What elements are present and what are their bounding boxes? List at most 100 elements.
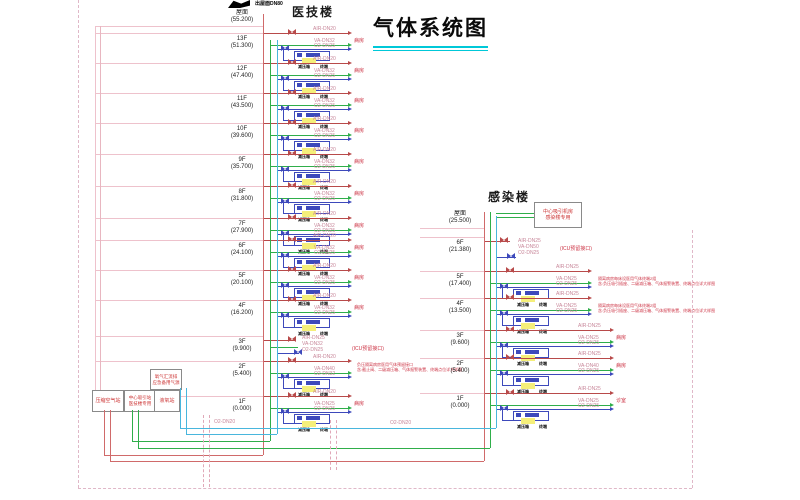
floor-elevation: (9.900) bbox=[232, 345, 252, 352]
component-box bbox=[516, 291, 521, 295]
component-box bbox=[297, 381, 302, 385]
floor-label: 5F (20.100) bbox=[220, 273, 264, 286]
component-label: 减压箱 bbox=[298, 301, 310, 306]
pipe-line bbox=[496, 287, 588, 288]
pipe-label: O2-DN25 bbox=[314, 250, 336, 256]
floor-label: 9F (35.700) bbox=[220, 157, 264, 170]
valve-icon bbox=[288, 89, 292, 95]
station-box-air: 压缩空气站 bbox=[92, 390, 124, 412]
component-label: 终端 bbox=[320, 392, 328, 397]
pressure-reducer-box bbox=[302, 118, 316, 124]
floor-label: 6F (24.100) bbox=[220, 243, 264, 256]
pipe-label: VA-DN40 bbox=[578, 363, 599, 369]
valve-icon bbox=[292, 150, 296, 156]
pipe-arrow-icon bbox=[348, 164, 352, 168]
pipe-label: VA-DN32 bbox=[314, 128, 335, 134]
valve-icon bbox=[500, 405, 504, 411]
floor-label: 13F (51.300) bbox=[220, 36, 264, 49]
component-connector bbox=[502, 314, 503, 325]
datum-line bbox=[420, 358, 484, 359]
component-label: 终端 bbox=[320, 427, 328, 432]
component-connector bbox=[283, 202, 284, 213]
floor-label: 6F (21.380) bbox=[438, 240, 482, 253]
pipe-arrow-icon bbox=[348, 200, 352, 204]
floor-elevation: (0.000) bbox=[232, 405, 252, 412]
pipe-line bbox=[270, 373, 348, 374]
pipe-arrow-icon bbox=[348, 410, 352, 414]
floor-name: 9F bbox=[238, 157, 246, 163]
valve-icon bbox=[506, 354, 510, 360]
component-label: 终端 bbox=[320, 331, 328, 336]
drop-line bbox=[180, 388, 181, 428]
floor-elevation: (20.100) bbox=[230, 279, 254, 286]
pipe-line bbox=[496, 257, 516, 258]
floor-name: 4F bbox=[238, 303, 246, 309]
pipe-arrow-icon bbox=[348, 232, 352, 236]
floor-name: 5F bbox=[456, 274, 464, 280]
pipe-label: AIR-DN25 bbox=[578, 386, 601, 392]
valve-icon bbox=[292, 214, 296, 220]
valve-icon bbox=[288, 296, 292, 302]
pipe-line bbox=[490, 405, 610, 406]
pipe-line bbox=[270, 408, 348, 409]
pipe-line bbox=[270, 166, 348, 167]
suction-machine-room-box: 中心吸引机房 感染楼专用 bbox=[534, 202, 582, 228]
pipe-label: VA-DN25 bbox=[578, 398, 599, 404]
run-label: O2-DN20 bbox=[390, 420, 412, 426]
pipe-line bbox=[277, 316, 348, 317]
valve-icon bbox=[500, 283, 504, 289]
pipe-label: O2-DN32 bbox=[314, 371, 336, 377]
pipe-arrow-icon bbox=[348, 238, 352, 242]
valve-icon bbox=[285, 135, 289, 141]
pipe-line bbox=[484, 393, 610, 394]
component-label: 终端 bbox=[320, 217, 328, 222]
room-note: 病房 bbox=[354, 223, 365, 229]
floor-elevation: (9.600) bbox=[450, 339, 470, 346]
component-box bbox=[297, 53, 302, 57]
valve-icon bbox=[500, 237, 504, 243]
valve-icon bbox=[281, 198, 285, 204]
floor-name: 6F bbox=[238, 243, 246, 249]
valve-icon bbox=[281, 252, 285, 258]
pipe-label: AIR-DN20 bbox=[313, 179, 336, 185]
pipe-line bbox=[270, 105, 348, 106]
valve-icon bbox=[292, 236, 296, 242]
valve-icon bbox=[292, 59, 296, 65]
valve-icon bbox=[506, 389, 510, 395]
floor-name: 6F bbox=[456, 240, 464, 246]
floor-label: 1F (0.000) bbox=[220, 399, 264, 412]
pipe-label: O2-DN25 bbox=[578, 403, 600, 409]
pipe-label: AIR-DN25 bbox=[518, 238, 541, 244]
pipe-arrow-icon bbox=[348, 394, 352, 398]
pipe-label: AIR-DN20 bbox=[313, 389, 336, 395]
pipe-line bbox=[490, 310, 588, 311]
machine-room-line1: 中心吸引机房 bbox=[542, 208, 573, 215]
floor-elevation: (51.300) bbox=[230, 42, 254, 49]
valve-icon bbox=[281, 75, 285, 81]
room-note: 病房 bbox=[354, 245, 365, 251]
pipe-arrow-icon bbox=[588, 281, 592, 285]
floor-name: 3F bbox=[456, 333, 464, 339]
floor-label: 2F (5.400) bbox=[220, 364, 264, 377]
pipe-arrow-icon bbox=[610, 328, 614, 332]
floor-name: 12F bbox=[236, 66, 248, 72]
datum-line bbox=[420, 393, 484, 394]
valve-icon bbox=[281, 282, 285, 288]
component-box bbox=[306, 260, 320, 264]
component-label: 减压箱 bbox=[298, 392, 310, 397]
floor-label: 5F (17.400) bbox=[438, 274, 482, 287]
component-connector bbox=[283, 79, 284, 90]
floor-elevation: (0.000) bbox=[450, 402, 470, 409]
valve-icon bbox=[292, 392, 296, 398]
datum-line bbox=[95, 336, 263, 337]
valve-icon bbox=[288, 150, 292, 156]
component-box bbox=[306, 381, 320, 385]
component-box bbox=[297, 416, 302, 420]
pipe-label: O2-DN25 bbox=[578, 340, 600, 346]
station-box-manifold: 氧气汇流排 应急备用气源 bbox=[150, 369, 182, 390]
diagram-title: 气体系统图 bbox=[373, 17, 488, 40]
pipe-line bbox=[270, 282, 348, 283]
component-box bbox=[525, 413, 539, 417]
pipe-label: O2-DN25 bbox=[314, 164, 336, 170]
